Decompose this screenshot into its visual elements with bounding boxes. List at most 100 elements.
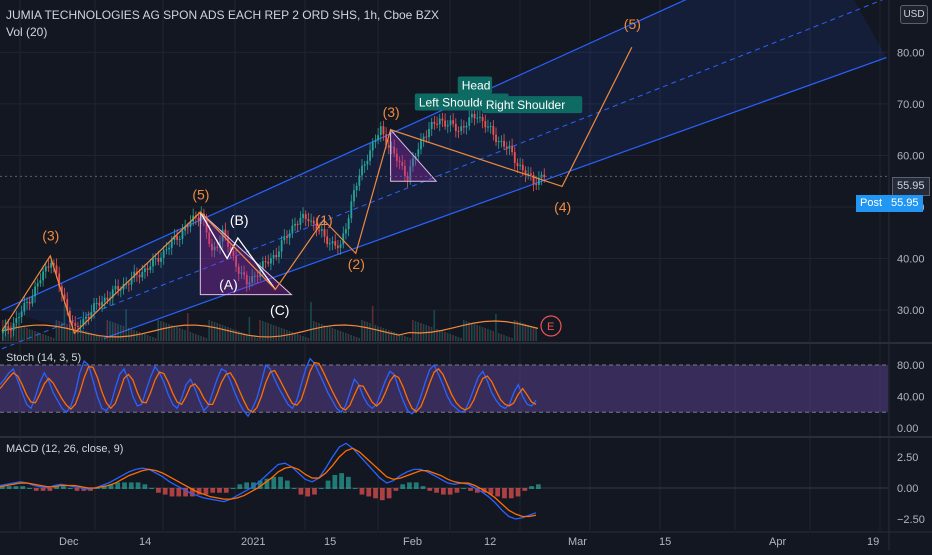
- candle-body: [294, 223, 296, 226]
- candle-body: [484, 121, 487, 128]
- candle-body: [390, 146, 393, 148]
- volume-bar: [366, 322, 369, 341]
- candle-body: [361, 165, 363, 176]
- macd-histogram-bar: [454, 488, 460, 493]
- volume-bar: [508, 337, 511, 341]
- time-axis-label: 15: [659, 536, 671, 548]
- volume-bar: [152, 337, 154, 341]
- volume-bar: [379, 327, 382, 341]
- channel-median-line: [1, 0, 884, 350]
- volume-bar: [216, 323, 218, 341]
- stoch-d-line: [0, 361, 537, 414]
- candle-body: [23, 302, 26, 312]
- volume-bar: [165, 323, 168, 341]
- volume-bar: [310, 302, 312, 341]
- volume-bar: [446, 333, 449, 341]
- candle-body: [224, 229, 227, 237]
- abc-path: [199, 211, 276, 290]
- macd-histogram-bar: [474, 488, 480, 493]
- candle-body: [63, 294, 66, 300]
- volume-bar: [122, 326, 125, 341]
- candle-body: [149, 266, 152, 270]
- candle-body: [377, 135, 379, 141]
- volume-bar: [334, 329, 336, 341]
- macd-histogram-bar: [217, 488, 222, 493]
- candle-body: [272, 255, 275, 259]
- macd-histogram-bar: [495, 488, 501, 497]
- volume-bar: [296, 334, 299, 341]
- volume-bar: [280, 328, 283, 341]
- volume-bar: [248, 317, 251, 341]
- volume-bar: [457, 337, 460, 341]
- channel-fill: [2, 0, 887, 339]
- macd-histogram-bar: [189, 488, 195, 497]
- candle-body: [401, 162, 404, 166]
- candle-body: [28, 301, 31, 304]
- candle-body: [519, 164, 522, 166]
- macd-histogram-bar: [162, 488, 168, 495]
- candle-body: [406, 175, 409, 181]
- candle-body: [60, 286, 63, 295]
- candle-body: [387, 145, 390, 148]
- volume-bar: [106, 320, 109, 341]
- volume-bar: [117, 324, 119, 341]
- volume-bar: [184, 330, 186, 341]
- candle-body: [468, 117, 471, 126]
- macd-histogram-bar: [291, 488, 297, 489]
- volume-bar: [69, 325, 71, 341]
- price-axis-label: 60.00: [897, 150, 925, 162]
- candle-body: [476, 117, 479, 119]
- candle-body: [369, 150, 371, 161]
- macd-histogram-bar: [373, 488, 378, 499]
- candle-body: [211, 243, 213, 251]
- candle-body: [10, 329, 12, 331]
- candle-body: [66, 299, 69, 311]
- price-axis-label: 80.00: [897, 47, 925, 59]
- volume-bar: [85, 331, 87, 341]
- volume-bar: [412, 320, 414, 341]
- candle-body: [452, 120, 455, 124]
- macd-histogram-bar: [515, 488, 521, 497]
- candle-body: [178, 238, 181, 240]
- time-axis-label: 19: [867, 536, 879, 548]
- volume-bar: [465, 321, 468, 341]
- candle-body: [243, 272, 245, 275]
- volume-bar: [79, 329, 82, 341]
- volume-bar: [66, 324, 68, 341]
- macd-histogram-bar: [413, 482, 419, 489]
- volume-bar: [288, 331, 291, 341]
- macd-histogram-bar: [508, 488, 514, 499]
- volume-bar: [26, 328, 28, 341]
- volume-bar: [173, 326, 176, 341]
- volume-bar: [420, 323, 422, 341]
- candle-body: [267, 261, 270, 264]
- macd-legend: MACD (12, 26, close, 9): [6, 443, 123, 455]
- candle-body: [404, 165, 406, 176]
- volume-bar: [77, 328, 79, 341]
- last-price-tag: 55.95: [892, 177, 930, 196]
- candle-body: [337, 245, 339, 248]
- candle-body: [417, 149, 420, 157]
- currency-button[interactable]: USD: [900, 5, 928, 24]
- volume-bar: [363, 321, 366, 341]
- candle-body: [98, 302, 101, 306]
- candle-body: [304, 214, 307, 220]
- volume-bar: [342, 332, 344, 341]
- candle-body: [2, 331, 4, 334]
- volume-bar: [516, 321, 519, 341]
- macd-histogram-bar: [135, 482, 141, 489]
- volume-bar: [34, 331, 36, 341]
- macd-histogram-bar: [27, 488, 32, 489]
- macd-histogram-bar: [359, 488, 365, 495]
- volume-bar: [382, 328, 385, 341]
- candle-body: [213, 246, 216, 251]
- volume-bar: [462, 320, 465, 341]
- candle-body: [339, 244, 342, 248]
- candle-body: [77, 326, 79, 328]
- candle-body: [505, 146, 508, 149]
- candle-body: [127, 283, 130, 285]
- candle-body: [50, 262, 53, 268]
- volume-bar: [20, 326, 23, 341]
